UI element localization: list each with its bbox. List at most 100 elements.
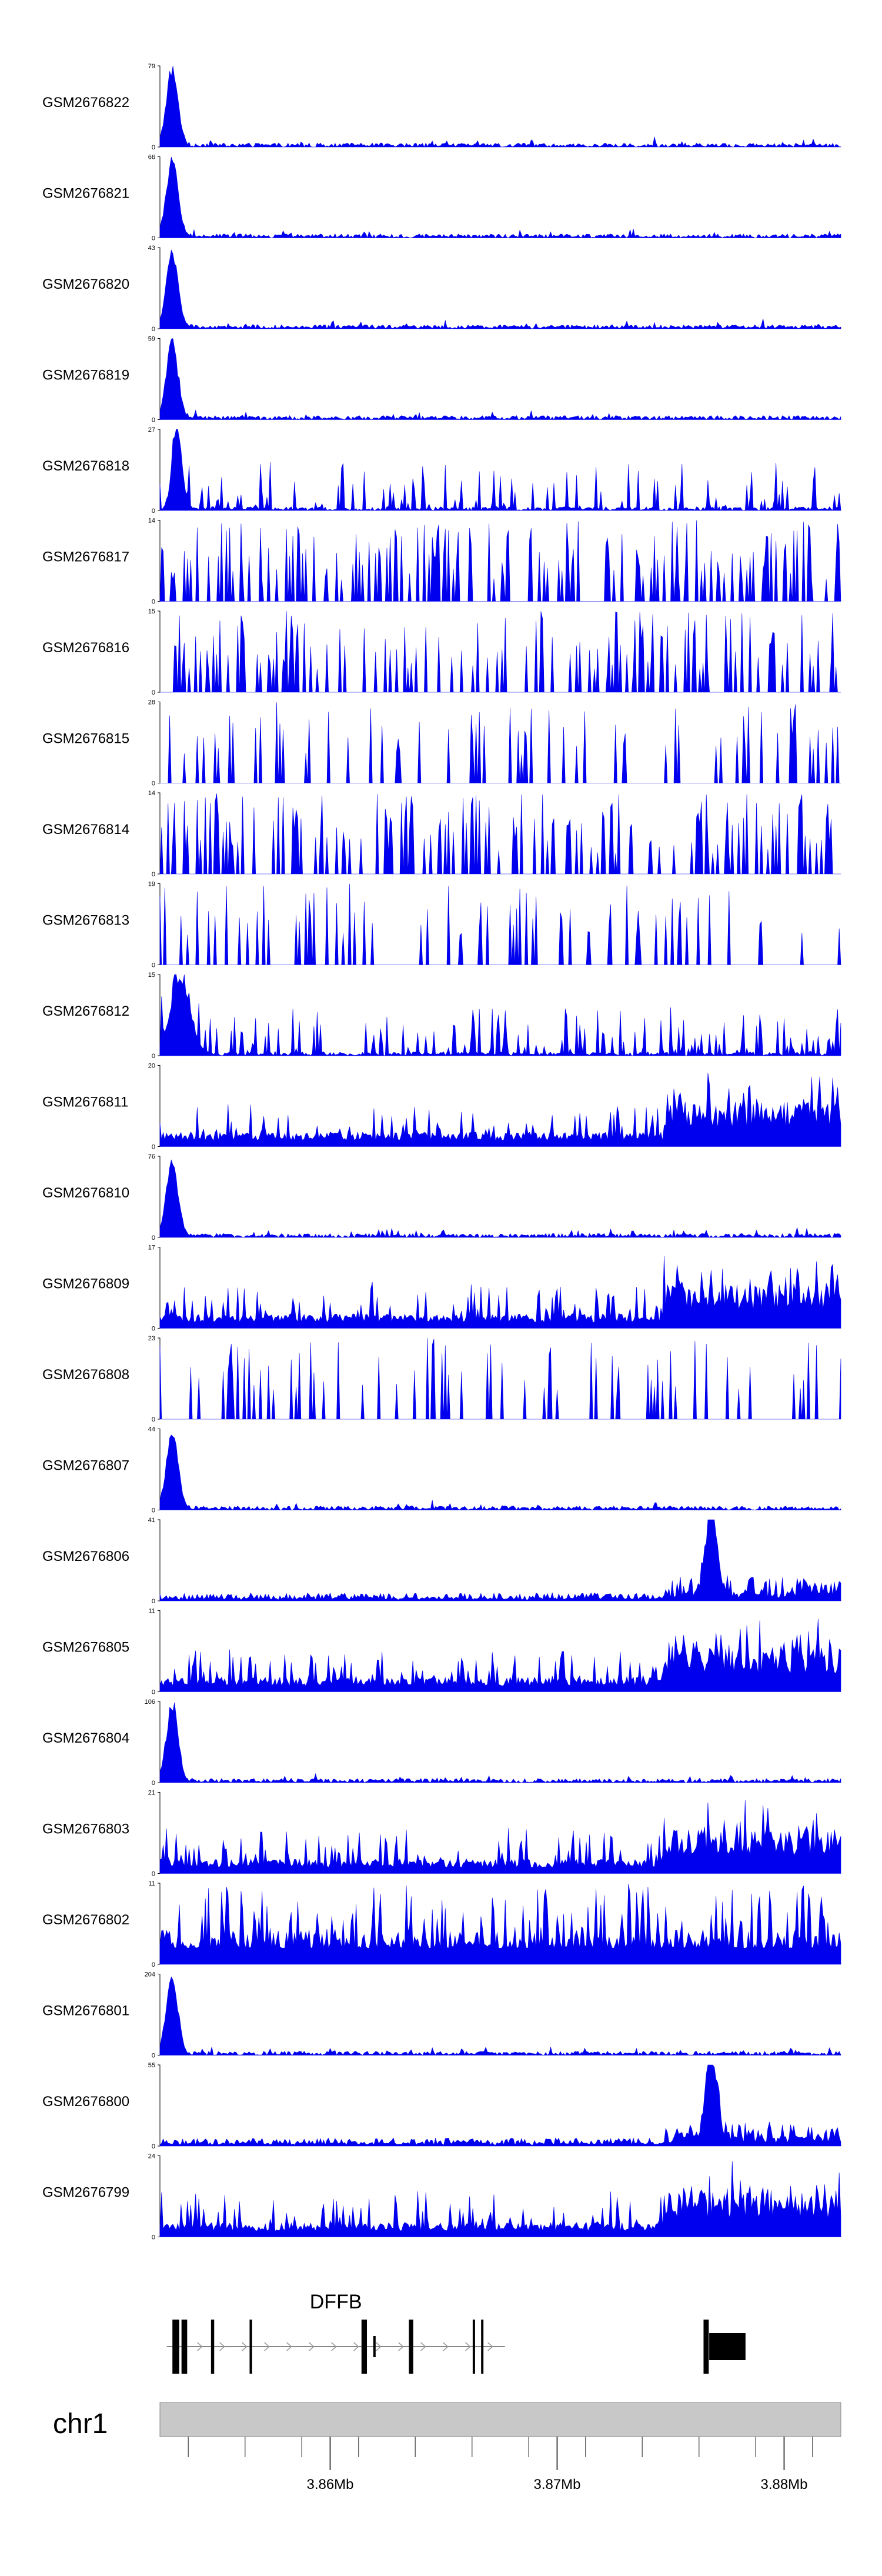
track-GSM2676807: GSM2676807 44 0 [42,1426,841,1514]
coverage-area [159,2161,841,2237]
track-label: GSM2676822 [42,95,129,111]
exon [361,2320,368,2374]
track-ymax-label: 11 [149,1880,155,1887]
strand-arrow [331,2342,337,2351]
track-ymax-label: 15 [148,972,155,979]
coverage-area [160,611,841,693]
track-ymin-label: 0 [152,2143,155,2150]
track-GSM2676819: GSM2676819 59 0 [42,336,841,424]
track-ymax-label: 106 [145,1699,155,1706]
track-y-axis [158,1337,161,1420]
track-y-axis [158,156,161,238]
strand-arrow [376,2342,382,2351]
strand-arrow [353,2342,359,2351]
track-ymax-label: 14 [148,518,155,525]
track-GSM2676817: GSM2676817 14 0 [42,518,841,606]
coverage-area [159,1519,841,1601]
track-GSM2676800: GSM2676800 55 0 [42,2062,841,2150]
coverage-area [159,974,841,1056]
track-y-axis [158,247,161,329]
chromosome-label: chr1 [53,2408,108,2440]
track-y-axis [158,2155,161,2237]
track-GSM2676813: GSM2676813 19 0 [42,881,841,969]
coverage-area [159,1159,841,1238]
track-ymin-label: 0 [152,144,155,151]
track-y-axis [158,702,161,783]
track-ymax-label: 20 [148,1063,155,1070]
strand-arrow [398,2342,404,2351]
track-label: GSM2676802 [42,1912,129,1928]
exon [409,2320,413,2374]
track-ymax-label: 17 [148,1244,155,1252]
track-label: GSM2676805 [42,1640,129,1656]
exon [481,2320,484,2374]
tick-label: 3.86Mb [306,2477,353,2492]
track-ymin-label: 0 [152,871,155,878]
track-ymin-label: 0 [152,1416,155,1423]
track-ymin-label: 0 [152,1598,155,1605]
track-label: GSM2676804 [42,1730,129,1746]
track-GSM2676806: GSM2676806 41 0 [42,1517,841,1605]
track-y-axis [158,1519,161,1601]
track-y-axis [158,1247,161,1329]
strand-arrow [465,2342,471,2351]
tick-label: 3.87Mb [533,2477,580,2492]
track-y-axis [158,1065,161,1147]
track-label: GSM2676811 [42,1095,128,1110]
track-label: GSM2676803 [42,1821,129,1837]
track-y-axis [158,1429,161,1510]
track-ymin-label: 0 [152,1326,155,1333]
exon [211,2320,215,2374]
coverage-area [159,793,841,875]
track-label: GSM2676821 [42,186,129,202]
chromosome-bar [159,2402,841,2437]
track-ymin-label: 0 [152,689,155,696]
track-GSM2676809: GSM2676809 17 0 [42,1244,841,1333]
track-ymin-label: 0 [152,326,155,333]
exon [181,2320,188,2374]
exon [172,2320,179,2374]
track-y-axis [158,610,161,693]
exon [703,2320,709,2374]
track-ymax-label: 19 [148,881,155,888]
coverage-area [159,1702,841,1783]
track-y-axis [158,1610,161,1692]
track-ymax-label: 44 [148,1426,155,1433]
strand-arrow [286,2342,292,2351]
strand-arrow [487,2342,493,2351]
track-GSM2676803: GSM2676803 21 0 [42,1790,841,1878]
track-ymax-label: 23 [148,1335,155,1342]
strand-arrow [219,2342,225,2351]
track-label: GSM2676810 [42,1185,129,1201]
track-ymin-label: 0 [152,1961,155,1968]
track-ymax-label: 28 [148,699,155,706]
track-ymin-label: 0 [152,1507,155,1514]
axis-ticks: 3.86Mb 3.87Mb 3.88Mb [188,2437,813,2492]
track-ymin-label: 0 [152,599,155,606]
strand-arrow [443,2342,449,2351]
track-ymin-label: 0 [152,780,155,788]
track-ymin-label: 0 [152,1871,155,1878]
chromosome-axis: chr1 3.86Mb 3.87Mb 3.88Mb [53,2402,841,2492]
track-ymin-label: 0 [152,1780,155,1787]
track-y-axis [158,1701,161,1783]
track-label: GSM2676801 [42,2003,129,2019]
exon [249,2320,252,2374]
track-ymin-label: 0 [152,508,155,515]
track-y-axis [158,1974,161,2056]
track-GSM2676799: GSM2676799 24 0 [42,2153,841,2241]
tick-label: 3.88Mb [760,2477,807,2492]
gene-track: DFFB [166,2291,746,2374]
track-GSM2676812: GSM2676812 15 0 [42,972,841,1060]
strand-arrow [264,2342,270,2351]
strand-arrow [309,2342,315,2351]
exon [709,2333,746,2360]
track-GSM2676814: GSM2676814 14 0 [42,790,841,878]
track-ymax-label: 14 [148,790,155,797]
coverage-area [159,1256,841,1329]
track-y-axis [158,883,161,965]
track-label: GSM2676813 [42,913,129,929]
track-label: GSM2676807 [42,1458,129,1474]
coverage-area [159,1619,841,1692]
